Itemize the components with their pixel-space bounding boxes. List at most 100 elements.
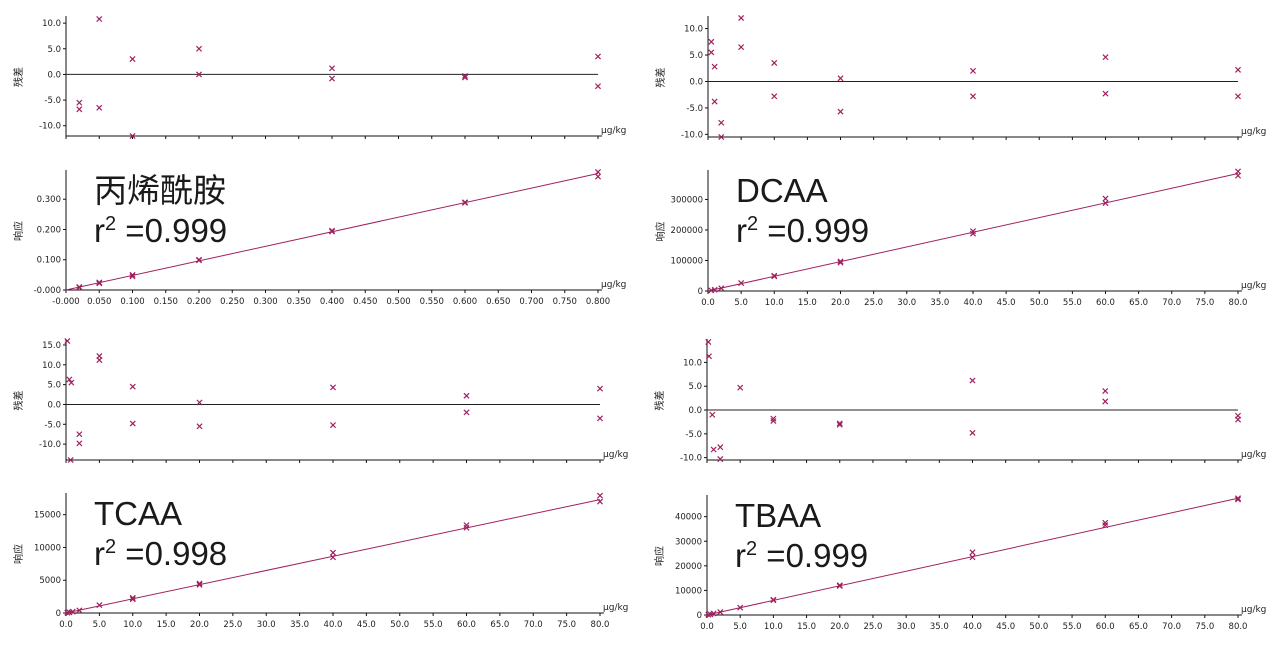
x-tick-label: 35.0 — [930, 298, 949, 308]
data-point-marker — [1102, 200, 1109, 207]
x-tick-label: 80.0 — [591, 620, 610, 630]
x-tick-label: 75.0 — [557, 620, 576, 630]
x-tick-label: 30.0 — [897, 298, 916, 308]
data-point-marker — [68, 379, 75, 386]
x-tick-label: 0.0 — [701, 298, 715, 308]
data-point-marker — [737, 384, 744, 391]
x-tick-label: 0.600 — [453, 297, 477, 307]
compound-title: 丙烯酰胺 — [94, 172, 226, 209]
r-symbol: r — [94, 535, 105, 572]
x-tick-label: 0.0 — [700, 622, 714, 632]
data-point-marker — [1234, 66, 1242, 73]
data-point-marker — [461, 74, 469, 81]
x-tick-label: 30.0 — [257, 620, 276, 630]
data-point-marker — [328, 65, 336, 72]
y-axis-label: 残差 — [12, 67, 25, 87]
data-point-marker — [594, 168, 602, 176]
data-point-marker — [1234, 168, 1242, 175]
r-squared-label: r2 =0.999 — [735, 537, 868, 574]
y-tick-label: 100000 — [671, 256, 703, 266]
y-tick-label: 200000 — [671, 226, 703, 236]
x-tick-label: 80.0 — [1229, 298, 1248, 308]
y-tick-label: -5.0 — [44, 420, 61, 430]
residual-plot-0: 10.0 5.0 0.0 -5.0 -10.0 µg/kg 残差 — [12, 16, 626, 140]
data-point-marker — [594, 83, 602, 90]
data-point-marker — [718, 285, 725, 292]
x-tick-label: 50.0 — [1029, 622, 1048, 632]
y-tick-label: -5.0 — [685, 430, 702, 440]
data-point-marker — [771, 59, 778, 66]
y-tick-label: 10.0 — [42, 19, 61, 29]
x-tick-label: 50.0 — [390, 620, 409, 630]
data-point-marker — [64, 609, 71, 616]
fit-line — [707, 173, 1239, 292]
x-unit-label: µg/kg — [603, 450, 628, 460]
y-tick-label: 0 — [698, 287, 703, 297]
x-tick-label: 25.0 — [863, 622, 882, 632]
y-tick-label: -0.000 — [34, 286, 61, 296]
x-tick-label: 60.0 — [457, 620, 476, 630]
x-tick-label: 20.0 — [190, 620, 209, 630]
data-point-marker — [328, 75, 336, 82]
data-point-marker — [1234, 496, 1242, 503]
x-unit-label: µg/kg — [601, 126, 626, 136]
data-point-marker — [837, 258, 844, 265]
data-point-marker — [196, 581, 203, 588]
data-point-marker — [969, 377, 976, 384]
data-point-marker — [594, 173, 602, 180]
data-point-marker — [329, 554, 337, 561]
r-symbol: r — [735, 537, 746, 574]
data-point-marker — [76, 607, 83, 614]
y-tick-label: -10.0 — [681, 130, 703, 140]
data-point-marker — [969, 67, 977, 74]
x-tick-label: 60.0 — [1096, 298, 1115, 308]
y-tick-label: -5.0 — [44, 96, 61, 106]
y-axis-label: 响应 — [654, 222, 667, 242]
data-point-marker — [596, 385, 604, 392]
y-tick-label: 0.100 — [37, 256, 61, 266]
y-tick-label: -10.0 — [39, 122, 61, 132]
x-tick-label: 65.0 — [1129, 298, 1148, 308]
data-point-marker — [96, 104, 103, 111]
data-point-marker — [711, 286, 718, 293]
data-point-marker — [76, 106, 83, 113]
data-point-marker — [969, 93, 977, 100]
x-tick-label: 65.0 — [490, 620, 509, 630]
data-point-marker — [76, 431, 83, 438]
r-superscript: 2 — [105, 213, 116, 235]
x-tick-label: 0.800 — [586, 297, 610, 307]
calibration-plot-7: 40000 30000 20000 10000 00.0 5.0 10.0 15.0 20.0 2… — [653, 495, 1266, 632]
data-point-marker — [1102, 522, 1109, 529]
y-tick-label: 10.0 — [684, 25, 703, 35]
data-point-marker — [708, 49, 715, 56]
y-tick-label: 5.0 — [689, 51, 703, 61]
r-symbol: r — [736, 212, 747, 249]
data-point-marker — [836, 420, 843, 427]
x-tick-label: 65.0 — [1129, 622, 1148, 632]
data-point-marker — [66, 376, 73, 383]
x-tick-label: 0.200 — [187, 297, 211, 307]
x-tick-label: 70.0 — [1162, 298, 1181, 308]
x-tick-label: 70.0 — [524, 620, 543, 630]
y-tick-label: -5.0 — [686, 104, 703, 114]
y-tick-label: 40000 — [675, 513, 702, 523]
data-point-marker — [771, 93, 778, 100]
data-point-marker — [738, 280, 745, 287]
x-tick-label: 70.0 — [1162, 622, 1181, 632]
y-tick-label: 20000 — [675, 562, 702, 572]
data-point-marker — [76, 440, 83, 447]
r-symbol: r — [94, 212, 105, 249]
x-tick-label: 40.0 — [963, 622, 982, 632]
residual-plot-2: 10.0 5.0 0.0 -5.0 -10.0 µg/kg 残差 — [654, 14, 1266, 140]
y-axis-label: 响应 — [653, 546, 666, 566]
data-point-marker — [711, 98, 718, 105]
data-point-marker — [717, 609, 724, 616]
y-axis-label: 响应 — [12, 544, 25, 564]
data-point-marker — [196, 423, 203, 430]
y-tick-label: 5000 — [39, 576, 61, 586]
data-point-marker — [837, 108, 844, 115]
compound-title: TCAA — [94, 495, 182, 532]
data-point-marker — [1102, 54, 1109, 61]
x-tick-label: 45.0 — [357, 620, 376, 630]
x-tick-label: 5.0 — [93, 620, 107, 630]
